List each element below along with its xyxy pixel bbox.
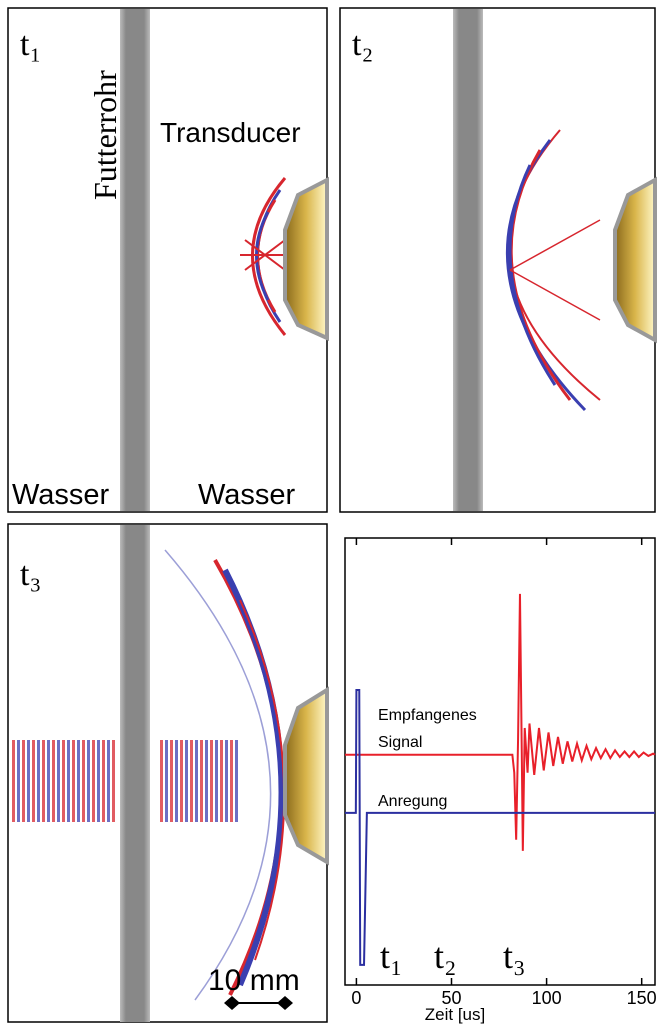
pipe [453, 9, 483, 511]
annotation: Signal [378, 734, 422, 751]
panel-label: t₃ [20, 556, 41, 593]
stripe [170, 740, 173, 822]
panel-label: t₁ [20, 26, 41, 63]
stripe [200, 740, 203, 822]
stripe [180, 740, 183, 822]
stripe [57, 740, 60, 822]
stripe [47, 740, 50, 822]
stripe [195, 740, 198, 822]
stripe [72, 740, 75, 822]
stripe [22, 740, 25, 822]
stripe [67, 740, 70, 822]
stripe [107, 740, 110, 822]
stripe [37, 740, 40, 822]
time-marker: t₁ [380, 936, 403, 976]
stripe [175, 740, 178, 822]
stripe [87, 740, 90, 822]
x-tick-label: 0 [351, 988, 361, 1008]
figure: t₁ Futterrohr Transducer Wasser Wasser t… [0, 0, 658, 1024]
annotation: Empfangenes [378, 707, 477, 724]
stripe [32, 740, 35, 822]
stripe [102, 740, 105, 822]
stripe [112, 740, 115, 822]
panel-frame [8, 8, 327, 512]
x-tick-label: 50 [441, 988, 461, 1008]
time-marker: t₃ [503, 936, 526, 976]
stripe [160, 740, 163, 822]
stripe [190, 740, 193, 822]
panel-label: t₂ [352, 26, 373, 63]
panel-frame [340, 8, 655, 512]
stripe [52, 740, 55, 822]
panel-2: t₂ [340, 8, 655, 512]
stripe [165, 740, 168, 822]
time-marker: t₂ [434, 936, 457, 976]
stripe [77, 740, 80, 822]
medium-label: Wasser [198, 479, 296, 511]
stripe [82, 740, 85, 822]
stripe [97, 740, 100, 822]
panel-1: t₁ Futterrohr Transducer Wasser Wasser [8, 8, 327, 512]
pipe-label: Futterrohr [87, 70, 123, 200]
stripe [185, 740, 188, 822]
stripe [92, 740, 95, 822]
stripe [230, 740, 233, 822]
stripe [235, 740, 238, 822]
scale-label: 10 mm [208, 964, 300, 997]
annotation: Anregung [378, 793, 447, 810]
stripe [62, 740, 65, 822]
stripe [225, 740, 228, 822]
stripe [42, 740, 45, 822]
stripe [205, 740, 208, 822]
stripe [210, 740, 213, 822]
x-tick-label: 150 [627, 988, 657, 1008]
stripe [27, 740, 30, 822]
transducer-label: Transducer [160, 117, 301, 148]
x-tick-label: 100 [532, 988, 562, 1008]
stripe [12, 740, 15, 822]
stripe [17, 740, 20, 822]
plot-frame [345, 538, 655, 985]
signal-chart: Empfangenes Signal Anregung t₁ t₂ t₃ Zei… [345, 538, 657, 1024]
stripe [220, 740, 223, 822]
pipe [120, 9, 150, 511]
panel-3: t₃ 10 mm [8, 524, 327, 1022]
pipe [120, 525, 150, 1022]
stripe [215, 740, 218, 822]
medium-label: Wasser [12, 479, 110, 511]
